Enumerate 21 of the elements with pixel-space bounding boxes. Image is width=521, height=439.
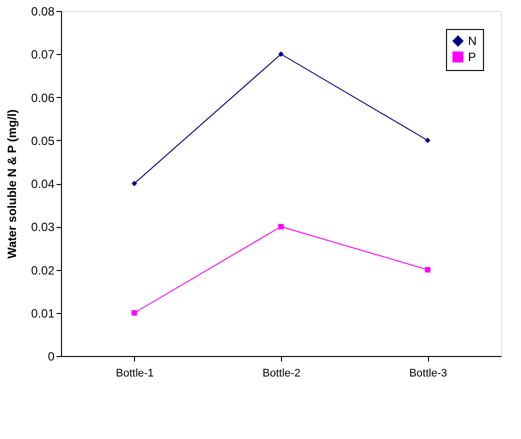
legend-label: N <box>468 34 477 48</box>
y-tick-label: 0.02 <box>31 263 55 278</box>
y-tick-label: 0.05 <box>31 134 55 148</box>
point <box>278 51 284 57</box>
point <box>424 138 430 144</box>
y-tick-label: 0.06 <box>31 90 55 105</box>
x-tick-label: Bottle-2 <box>262 368 300 380</box>
point <box>278 224 284 230</box>
y-tick-label: 0.03 <box>31 220 55 234</box>
x-tick-label: Bottle-3 <box>409 368 448 380</box>
y-axis-title: Water soluble N & P (mg/l) <box>5 109 20 259</box>
point <box>132 180 138 186</box>
y-tick-label: 0 <box>48 350 55 364</box>
legend-label: P <box>468 50 476 64</box>
point <box>424 267 430 272</box>
y-tick-label: 0.04 <box>31 177 55 191</box>
point <box>132 310 138 316</box>
y-tick-label: 0.07 <box>31 48 55 62</box>
x-tick-label: Bottle-1 <box>116 368 154 380</box>
y-tick-label: 0.01 <box>31 306 55 320</box>
y-tick-label: 0.08 <box>31 4 55 18</box>
